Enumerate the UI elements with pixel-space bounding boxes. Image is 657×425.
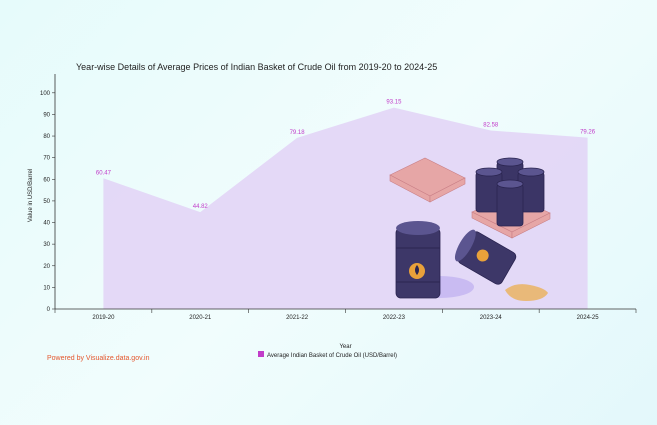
- chart-title: Year-wise Details of Average Prices of I…: [76, 62, 437, 72]
- legend: Average Indian Basket of Crude Oil (USD/…: [258, 351, 397, 359]
- y-tick-label: 30: [43, 242, 50, 248]
- y-tick-label: 50: [43, 199, 50, 205]
- powered-by-credit: Powered by Visualize.data.gov.in: [47, 355, 150, 362]
- x-tick-label: 2023-24: [480, 315, 503, 321]
- y-tick-label: 100: [40, 91, 51, 97]
- x-tick-label: 2020-21: [189, 315, 212, 321]
- y-tick-label: 90: [43, 112, 50, 118]
- data-label: 82.58: [483, 122, 499, 128]
- x-tick-label: 2024-25: [577, 315, 600, 321]
- data-label: 79.26: [580, 130, 596, 136]
- oil-barrels-illustration: [389, 157, 551, 301]
- y-tick-label: 20: [43, 264, 50, 270]
- legend-label: Average Indian Basket of Crude Oil (USD/…: [267, 353, 397, 359]
- y-tick-label: 40: [43, 221, 50, 227]
- x-tick-label: 2021-22: [286, 315, 309, 321]
- data-labels: 60.47 44.82 79.18 93.15 82.58 79.26: [96, 100, 596, 210]
- x-tick-label: 2022-23: [383, 315, 406, 321]
- y-axis-title: Value in USD/Barrel: [28, 169, 34, 222]
- y-axis: 0 10 20 30 40 50 60 70 80 90 100: [40, 91, 55, 313]
- x-axis: 2019-20 2020-21 2021-22 2022-23 2023-24 2024-…: [54, 309, 637, 321]
- y-tick-label: 0: [47, 307, 51, 313]
- data-label: 44.82: [193, 204, 209, 210]
- y-tick-label: 10: [43, 285, 50, 291]
- data-label: 79.18: [290, 130, 306, 136]
- y-tick-label: 70: [43, 156, 50, 162]
- x-tick-label: 2019-20: [92, 315, 115, 321]
- x-axis-title: Year: [339, 344, 351, 350]
- legend-swatch: [258, 351, 264, 357]
- y-tick-label: 80: [43, 134, 50, 140]
- data-label: 60.47: [96, 170, 112, 176]
- data-label: 93.15: [386, 100, 402, 106]
- y-tick-label: 60: [43, 177, 50, 183]
